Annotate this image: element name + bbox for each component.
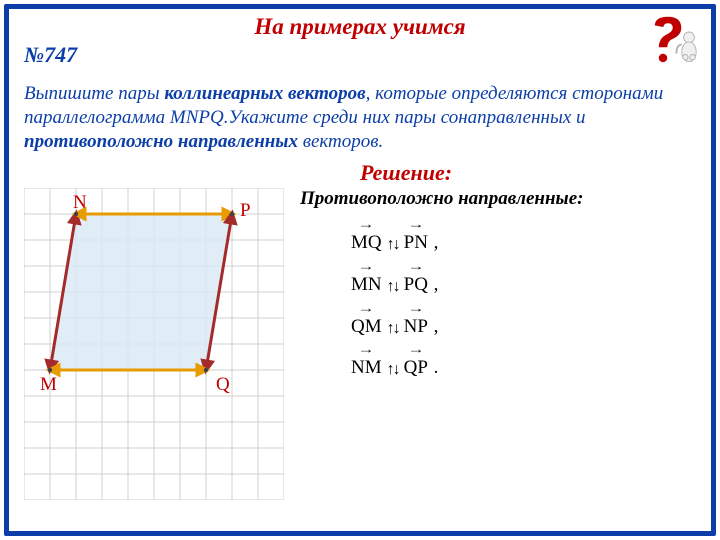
svg-text:P: P	[240, 200, 251, 221]
svg-text:Q: Q	[216, 374, 230, 395]
equations-block: MQ↑↓PN ,MN↑↓PQ ,QM↑↓NP ,NM↑↓QP .	[350, 222, 438, 389]
solution-label: Решение:	[360, 160, 452, 186]
problem-text: Выпишите пары коллинеарных векторов, кот…	[24, 82, 696, 153]
svg-text:N: N	[73, 192, 87, 213]
problem-number: №747	[24, 42, 77, 68]
page-title: На примерах учимся	[0, 14, 720, 40]
sub-label: Противоположно направленные:	[300, 188, 583, 210]
question-mark-icon	[644, 14, 704, 74]
diagram: N P M Q	[24, 188, 284, 500]
equation-row: NM↑↓QP .	[350, 347, 438, 389]
svg-text:M: M	[40, 374, 57, 395]
